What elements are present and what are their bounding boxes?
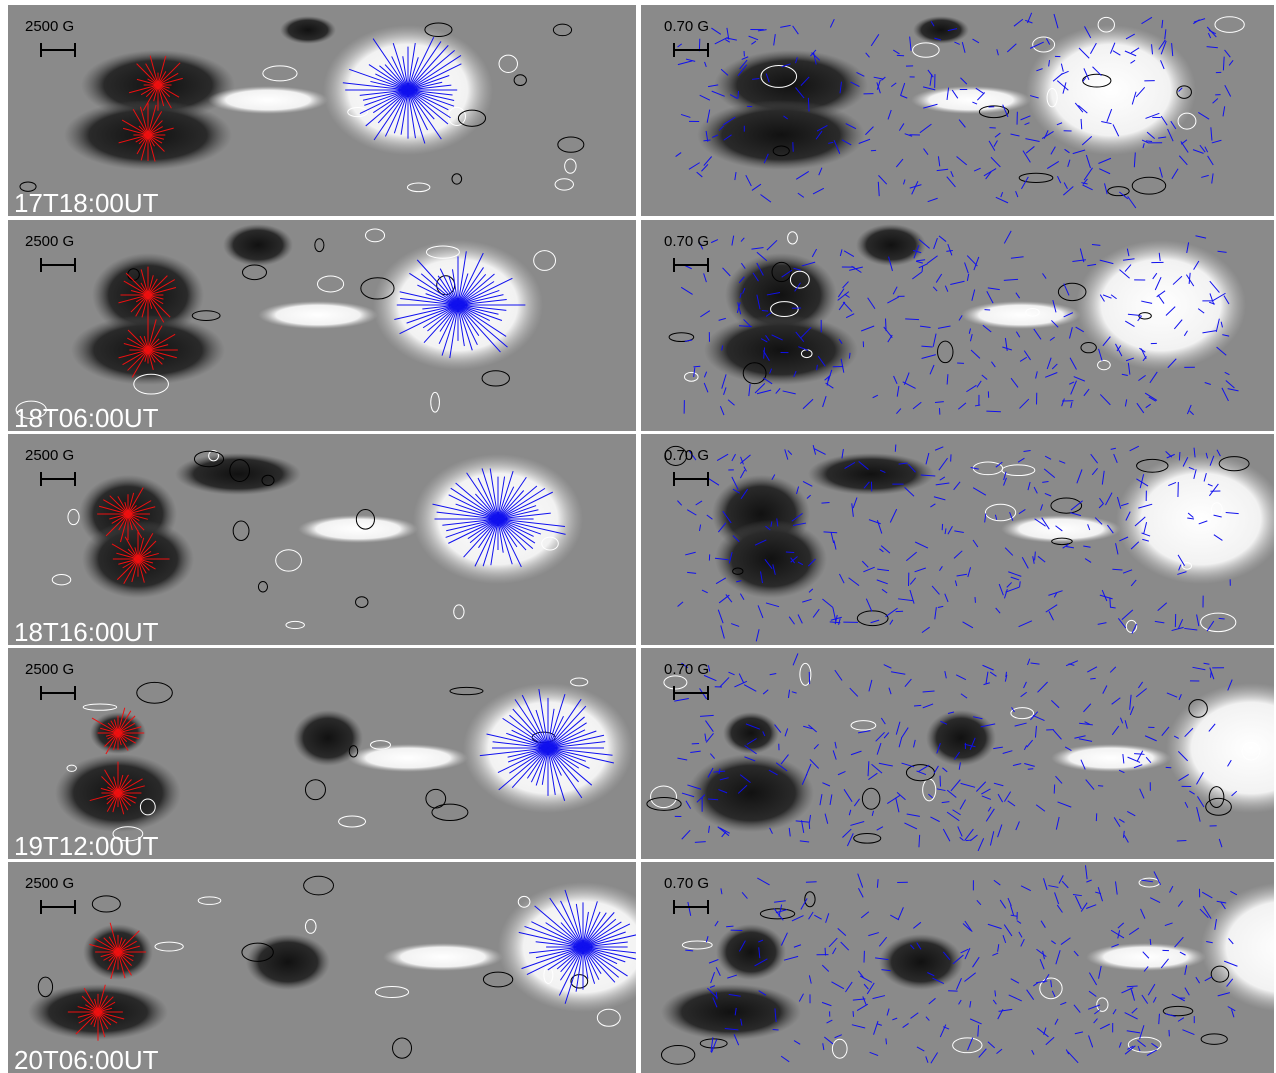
plage: [258, 301, 378, 329]
flow-arrow: [1081, 119, 1082, 129]
negative-polarity: [280, 16, 336, 44]
left-panel: 2500 G 17T18:00UT: [8, 5, 636, 218]
negative-polarity: [879, 934, 963, 990]
time-label: 19T12:00UT: [14, 831, 159, 861]
negative-polarity: [704, 315, 858, 385]
scale-label: 0.70 G: [664, 447, 709, 464]
flow-arrow: [922, 266, 923, 272]
plage: [298, 515, 418, 543]
right-panel: 0.70 G: [641, 648, 1276, 859]
flow-arrow: [1134, 754, 1144, 755]
left-panel: 2500 G 20T06:00UT: [8, 862, 668, 1073]
negative-polarity: [688, 754, 814, 832]
scale-label: 0.70 G: [664, 661, 709, 678]
plage: [208, 86, 328, 114]
negative-polarity: [661, 984, 801, 1040]
flow-arrow: [808, 98, 809, 112]
left-panel: 2500 G 18T06:00UT: [8, 220, 636, 433]
right-panel: 0.70 G: [641, 5, 1274, 216]
time-label: 20T06:00UT: [14, 1045, 159, 1073]
flow-arrow: [1112, 569, 1122, 570]
negative-polarity: [223, 224, 293, 266]
time-label: 17T18:00UT: [14, 188, 159, 218]
negative-polarity: [697, 100, 865, 170]
flow-arrow: [1150, 939, 1151, 945]
flow-arrow: [762, 310, 768, 311]
flow-arrow: [809, 822, 810, 829]
panel-content: [641, 862, 1276, 1073]
flow-arrow: [1177, 841, 1187, 842]
plage: [1086, 943, 1206, 971]
flow-arrow: [821, 502, 829, 503]
time-label: 18T06:00UT: [14, 403, 159, 433]
left-panel: 2500 G 18T16:00UT: [8, 434, 636, 647]
flow-arrow: [738, 91, 739, 99]
figure: 2500 G 17T18:00UT 0.70 G 2500 G 18T06:00UT 0.…: [0, 0, 1276, 1073]
flow-arrow: [1159, 1014, 1160, 1024]
negative-polarity: [856, 224, 926, 266]
panel-content: [641, 220, 1274, 431]
panel-content: [8, 434, 636, 645]
panel-content: [8, 862, 668, 1073]
right-panel: 0.70 G: [641, 434, 1276, 645]
negative-polarity: [246, 934, 330, 990]
right-panel: 0.70 G: [641, 862, 1276, 1073]
flow-arrow: [1219, 618, 1225, 619]
panel-content: [641, 5, 1274, 216]
plage: [911, 86, 1031, 114]
negative-polarity: [808, 453, 934, 495]
plage: [383, 943, 503, 971]
scale-label: 0.70 G: [664, 18, 709, 35]
scale-label: 0.70 G: [664, 233, 709, 250]
negative-polarity: [723, 712, 779, 754]
flow-arrow: [1098, 786, 1103, 787]
flow-arrow: [773, 1029, 779, 1030]
plage: [961, 301, 1081, 329]
flow-arrow: [693, 366, 700, 367]
negative-polarity: [715, 520, 827, 598]
flow-arrow: [886, 1038, 887, 1044]
plage: [348, 744, 468, 772]
panel-content: [8, 648, 636, 859]
plage: [1051, 744, 1171, 772]
flow-arrow: [1090, 678, 1095, 679]
scale-label: 2500 G: [25, 661, 74, 678]
panel-content: [8, 5, 636, 216]
flow-arrow: [975, 597, 976, 603]
flow-arrow: [1110, 597, 1111, 607]
scale-label: 2500 G: [25, 447, 74, 464]
plage: [1001, 515, 1121, 543]
scale-label: 2500 G: [25, 233, 74, 250]
flow-arrow: [1179, 452, 1180, 460]
negative-polarity: [716, 924, 786, 980]
flow-arrow: [914, 705, 921, 706]
panel-content: [641, 434, 1276, 645]
right-panel: 0.70 G: [641, 220, 1274, 431]
negative-polarity: [926, 710, 996, 766]
flow-arrow: [895, 444, 896, 451]
time-label: 18T16:00UT: [14, 617, 159, 647]
flow-arrow: [726, 926, 733, 927]
flow-arrow: [986, 411, 1000, 412]
scale-label: 2500 G: [25, 875, 74, 892]
panel-content: [8, 220, 636, 431]
left-panel: 2500 G 19T12:00UT: [8, 648, 636, 861]
panel-content: [641, 648, 1276, 859]
scale-label: 2500 G: [25, 18, 74, 35]
flow-arrow: [849, 353, 850, 359]
flow-arrow: [1211, 671, 1212, 677]
scale-label: 0.70 G: [664, 875, 709, 892]
